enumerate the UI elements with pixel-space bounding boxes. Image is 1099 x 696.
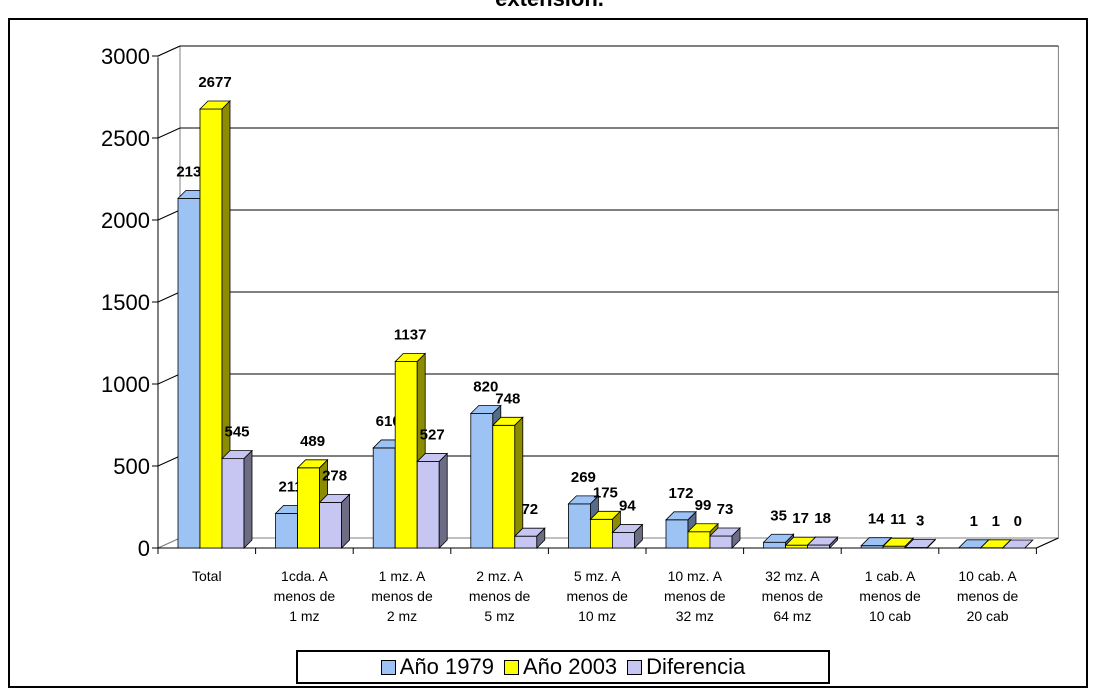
bar-front xyxy=(470,413,494,549)
y-tick-label: 0 xyxy=(138,536,150,561)
y-tick-label: 3000 xyxy=(101,44,150,69)
bar-front xyxy=(221,458,245,549)
data-label: 1 xyxy=(992,513,1000,530)
data-label: 1137 xyxy=(394,327,427,344)
bar-side xyxy=(438,452,448,549)
bar-front xyxy=(763,541,786,549)
bar-side xyxy=(829,536,838,549)
data-label: 610 xyxy=(376,413,401,430)
data-label: 175 xyxy=(593,484,618,501)
legend-label-diferencia: Diferencia xyxy=(646,654,746,679)
gridline-diag xyxy=(157,373,181,385)
data-label: 72 xyxy=(521,501,538,518)
data-label: 269 xyxy=(571,469,596,486)
data-label: 94 xyxy=(619,498,636,515)
bar-front xyxy=(590,518,613,549)
gridline-diag xyxy=(157,209,181,221)
data-label: 545 xyxy=(224,424,249,441)
gridline-diag xyxy=(157,455,181,467)
bar-front xyxy=(665,519,689,549)
data-label: 99 xyxy=(695,497,712,514)
y-tick-label: 500 xyxy=(113,454,150,479)
gridline-diag xyxy=(157,127,181,139)
bar-side xyxy=(536,527,546,549)
bar-front xyxy=(372,447,396,549)
bar-front xyxy=(785,544,808,549)
bar-front xyxy=(416,461,440,549)
legend-swatch-2003 xyxy=(503,659,519,675)
bar-front xyxy=(394,361,418,549)
y-tick-label: 1000 xyxy=(101,372,150,397)
data-label: 18 xyxy=(814,510,831,527)
data-label: 2677 xyxy=(198,74,231,91)
data-label: 11 xyxy=(890,511,906,528)
bar-side xyxy=(634,523,643,549)
bar-front xyxy=(275,512,299,549)
legend-swatch-1979 xyxy=(380,659,396,675)
y-tick-label: 2500 xyxy=(101,126,150,151)
data-label: 73 xyxy=(717,501,734,518)
y-tick-label: 1500 xyxy=(101,290,150,315)
bar-front xyxy=(568,503,591,549)
data-label: 820 xyxy=(473,379,498,396)
bar-side xyxy=(926,538,936,549)
legend-label-1979: Año 1979 xyxy=(399,654,494,679)
chart-title: extensión. xyxy=(0,0,1099,11)
bar-front xyxy=(687,531,711,549)
chart-frame xyxy=(8,18,1088,688)
bar-front xyxy=(492,424,516,549)
data-label: 172 xyxy=(668,485,693,502)
bar-side xyxy=(1024,539,1034,549)
floor-edge xyxy=(1036,537,1059,549)
y-tick-label: 2000 xyxy=(101,208,150,233)
legend: Año 1979 Año 2003 Diferencia xyxy=(296,650,830,684)
bar-side xyxy=(514,416,524,549)
gridline-diag xyxy=(157,45,181,57)
bar-side xyxy=(341,493,350,549)
bar-front xyxy=(709,535,733,549)
data-label: 748 xyxy=(495,390,520,407)
legend-item-diferencia: Diferencia xyxy=(627,654,745,680)
bar-front xyxy=(319,502,343,549)
data-label: 527 xyxy=(420,427,445,444)
bar-front xyxy=(807,544,830,549)
data-label: 17 xyxy=(792,510,809,527)
data-label: 211 xyxy=(278,478,302,495)
legend-swatch-diferencia xyxy=(627,659,643,675)
bar-side xyxy=(243,449,253,549)
x-tick-label: Total xyxy=(192,568,222,584)
data-label: 14 xyxy=(868,511,885,528)
data-label: 0 xyxy=(1014,513,1022,530)
bar-side xyxy=(731,527,741,549)
bar-front xyxy=(199,108,223,549)
bar-front xyxy=(514,535,538,549)
data-label: 1 xyxy=(970,513,978,530)
data-label: 35 xyxy=(770,507,787,524)
legend-item-1979: Año 1979 xyxy=(380,654,494,680)
bar-front xyxy=(612,532,635,549)
gridline-diag xyxy=(157,291,181,303)
legend-item-2003: Año 2003 xyxy=(503,654,618,680)
bar-front xyxy=(297,467,321,549)
data-label: 3 xyxy=(916,513,924,530)
data-label: 278 xyxy=(322,467,347,484)
bar-front xyxy=(177,197,201,549)
legend-label-2003: Año 2003 xyxy=(522,654,618,679)
data-label: 489 xyxy=(300,433,325,450)
